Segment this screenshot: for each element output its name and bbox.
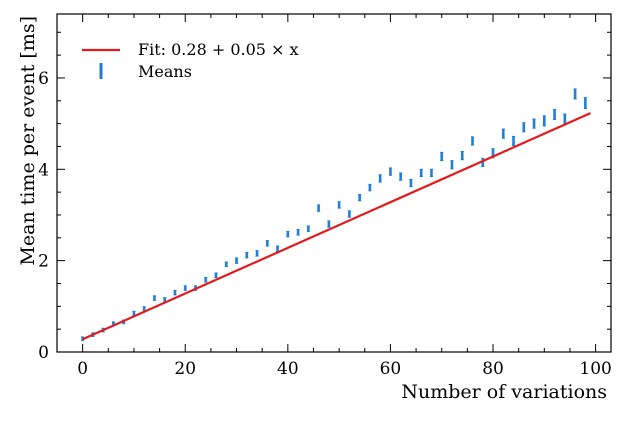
fit-line: [82, 112, 591, 341]
mean-point: [306, 225, 310, 232]
mean-point: [419, 168, 423, 178]
mean-point: [399, 172, 403, 181]
y-tick-label: 0: [38, 343, 49, 363]
mean-point: [245, 251, 249, 259]
mean-point: [388, 167, 393, 176]
y-tick-label: 2: [38, 252, 49, 272]
mean-point: [460, 150, 464, 161]
mean-point: [255, 250, 259, 257]
ticks-layer: 0 20 40 60 80 100 0 2 4 6: [38, 14, 612, 379]
y-axis-title: Mean time per event [ms]: [17, 16, 39, 266]
mean-point: [368, 183, 372, 192]
mean-point: [501, 128, 505, 139]
mean-point: [563, 113, 567, 125]
legend-fit-label: Fit: 0.28 + 0.05 × x: [138, 40, 299, 59]
mean-point: [450, 160, 454, 170]
legend-means-label: Means: [138, 62, 192, 81]
mean-point: [214, 272, 218, 279]
mean-point: [378, 174, 382, 183]
mean-point: [358, 193, 362, 202]
mean-point: [152, 295, 157, 301]
mean-point: [204, 277, 208, 283]
y-tick-label: 4: [38, 160, 49, 180]
mean-point: [522, 122, 526, 133]
mean-point: [511, 135, 516, 147]
x-axis-title: Number of variations: [401, 381, 607, 403]
x-tick-label: 0: [77, 359, 88, 379]
mean-point: [542, 115, 546, 127]
mean-point: [532, 118, 536, 129]
x-tick-label: 60: [380, 359, 402, 379]
plot-frame: [56, 13, 612, 353]
mean-point: [552, 108, 557, 121]
mean-point: [234, 257, 239, 264]
mean-point: [481, 157, 485, 168]
x-tick-label: 20: [174, 359, 196, 379]
mean-point: [265, 240, 269, 247]
mean-point: [275, 245, 280, 253]
mean-point: [429, 168, 434, 178]
mean-point: [296, 229, 300, 236]
legend: Fit: 0.28 + 0.05 × x Means: [82, 40, 299, 81]
plot-layer: [81, 88, 591, 342]
mean-point: [409, 178, 413, 188]
mean-point: [440, 151, 444, 162]
mean-point: [317, 204, 321, 212]
mean-point: [183, 285, 187, 291]
mean-point: [224, 261, 228, 268]
mean-point: [286, 230, 290, 238]
y-tick-label: 6: [38, 69, 49, 89]
mean-point: [573, 88, 577, 100]
x-tick-label: 100: [579, 359, 611, 379]
x-tick-label: 80: [482, 359, 504, 379]
mean-point: [337, 201, 341, 209]
mean-point: [470, 136, 475, 146]
mean-point: [347, 210, 351, 218]
mean-point: [583, 97, 587, 110]
mean-point: [173, 289, 177, 296]
mean-point: [327, 220, 331, 228]
x-tick-label: 40: [277, 359, 299, 379]
